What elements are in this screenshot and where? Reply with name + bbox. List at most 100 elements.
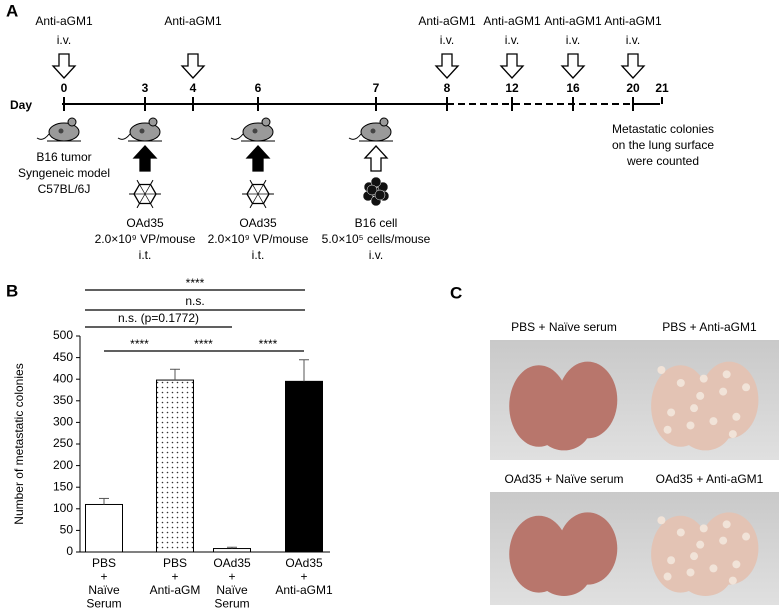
day-number: 0 bbox=[61, 81, 68, 95]
treatment-text: OAd35 bbox=[239, 216, 277, 230]
metastasis bbox=[663, 425, 672, 434]
virus-icon bbox=[242, 179, 274, 209]
virus-icon bbox=[129, 179, 161, 209]
treatment-text: i.t. bbox=[139, 248, 152, 262]
y-tick-label: 200 bbox=[53, 458, 73, 472]
virus-fiber bbox=[150, 179, 154, 185]
x-tick-label: Anti-aGM1 bbox=[275, 583, 333, 597]
significance-label: n.s. bbox=[185, 294, 204, 308]
lung-lobe bbox=[679, 550, 732, 596]
virus-facet bbox=[139, 184, 146, 195]
injection-label: Anti-aGM1 bbox=[604, 14, 662, 28]
day-number: 4 bbox=[190, 81, 197, 95]
arrow-up bbox=[363, 145, 389, 172]
panel-label: A bbox=[6, 1, 18, 20]
arrow-down bbox=[434, 53, 460, 79]
x-tick-label: Naïve bbox=[88, 583, 120, 597]
mouse-icon bbox=[230, 117, 275, 142]
arrow-up bbox=[132, 145, 158, 172]
mouse-tumor bbox=[252, 128, 258, 134]
model-text: B16 tumor bbox=[36, 150, 91, 164]
y-tick-label: 150 bbox=[53, 479, 73, 493]
significance-label: n.s. (p=0.1772) bbox=[118, 311, 199, 325]
lung-lobe bbox=[537, 550, 591, 596]
y-tick-label: 400 bbox=[53, 371, 73, 385]
metastasis bbox=[663, 572, 672, 581]
x-tick-label: Naïve bbox=[216, 583, 248, 597]
metastasis bbox=[657, 516, 666, 525]
virus-facet bbox=[252, 193, 259, 204]
virus-fiber bbox=[150, 203, 154, 209]
lung-photo bbox=[632, 492, 779, 605]
y-tick-label: 350 bbox=[53, 393, 73, 407]
mouse-tumor bbox=[139, 128, 145, 134]
arrow-down bbox=[499, 53, 525, 79]
cell bbox=[374, 189, 386, 201]
metastasis bbox=[728, 576, 737, 585]
virus-facet bbox=[144, 184, 151, 195]
readout-text: Metastatic colonies bbox=[612, 122, 714, 136]
metastasis bbox=[699, 524, 708, 533]
x-tick-label: OAd35 bbox=[285, 556, 323, 570]
virus-facet bbox=[257, 193, 264, 204]
metastasis bbox=[667, 408, 676, 417]
bar bbox=[85, 503, 123, 553]
model-text: Syngeneic model bbox=[18, 166, 110, 180]
virus-facet bbox=[139, 193, 146, 204]
panel-label: C bbox=[450, 283, 462, 302]
treatment-text: 2.0×10⁹ VP/mouse bbox=[95, 232, 196, 246]
mouse-tail bbox=[117, 133, 131, 140]
virus-fiber bbox=[136, 179, 140, 185]
virus-facet bbox=[257, 184, 264, 195]
y-tick-label: 0 bbox=[66, 544, 73, 558]
x-tick-label: Serum bbox=[86, 597, 121, 608]
metastasis bbox=[690, 404, 699, 413]
arrow-down bbox=[620, 53, 646, 79]
x-tick-label: + bbox=[171, 570, 178, 584]
metastasis bbox=[722, 370, 731, 379]
arrow-down bbox=[180, 53, 206, 79]
metastasis bbox=[709, 564, 718, 573]
injection-label: Anti-aGM1 bbox=[418, 14, 476, 28]
metastasis bbox=[690, 552, 699, 561]
virus-fiber bbox=[136, 203, 140, 209]
arrow-up bbox=[245, 145, 271, 172]
metastasis bbox=[732, 412, 741, 421]
panel-label: B bbox=[6, 281, 18, 300]
metastasis bbox=[719, 387, 728, 396]
virus-facet bbox=[144, 193, 151, 204]
challenge-text: B16 cell bbox=[355, 216, 398, 230]
mouse-tumor bbox=[58, 128, 64, 134]
day-number: 6 bbox=[255, 81, 262, 95]
mouse-ear bbox=[148, 117, 158, 127]
metastasis bbox=[732, 560, 741, 569]
metastasis bbox=[667, 556, 676, 565]
virus-fiber bbox=[249, 203, 253, 209]
x-tick-label: PBS bbox=[92, 556, 116, 570]
photo-title: PBS + Naïve serum bbox=[511, 320, 617, 334]
mouse-ear bbox=[67, 117, 77, 127]
treatment-text: i.t. bbox=[252, 248, 265, 262]
day-number: 3 bbox=[142, 81, 149, 95]
significance-label: **** bbox=[130, 337, 149, 351]
bar bbox=[156, 379, 194, 553]
metastasis bbox=[742, 532, 751, 541]
day-number: 20 bbox=[626, 81, 640, 95]
readout-text: were counted bbox=[626, 154, 699, 168]
mouse-tail bbox=[348, 133, 362, 140]
lung-photo bbox=[490, 492, 638, 605]
x-tick-label: PBS bbox=[163, 556, 187, 570]
metastasis bbox=[676, 528, 685, 537]
virus-fiber bbox=[263, 203, 267, 209]
y-tick-label: 300 bbox=[53, 415, 73, 429]
x-tick-label: Serum bbox=[214, 597, 249, 608]
y-tick-label: 450 bbox=[53, 350, 73, 364]
injection-route: i.v. bbox=[440, 33, 454, 47]
metastasis bbox=[686, 568, 695, 577]
injection-label: Anti-aGM1 bbox=[35, 14, 93, 28]
treatment-text: 2.0×10⁹ VP/mouse bbox=[208, 232, 309, 246]
mouse-tail bbox=[36, 133, 50, 140]
readout-text: on the lung surface bbox=[612, 138, 714, 152]
x-tick-label: + bbox=[100, 570, 107, 584]
mouse-icon bbox=[36, 117, 81, 142]
